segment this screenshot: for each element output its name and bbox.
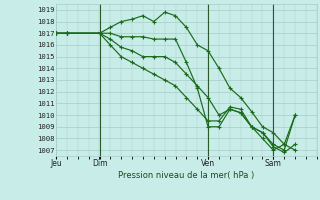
X-axis label: Pression niveau de la mer( hPa ): Pression niveau de la mer( hPa ) [118,171,254,180]
